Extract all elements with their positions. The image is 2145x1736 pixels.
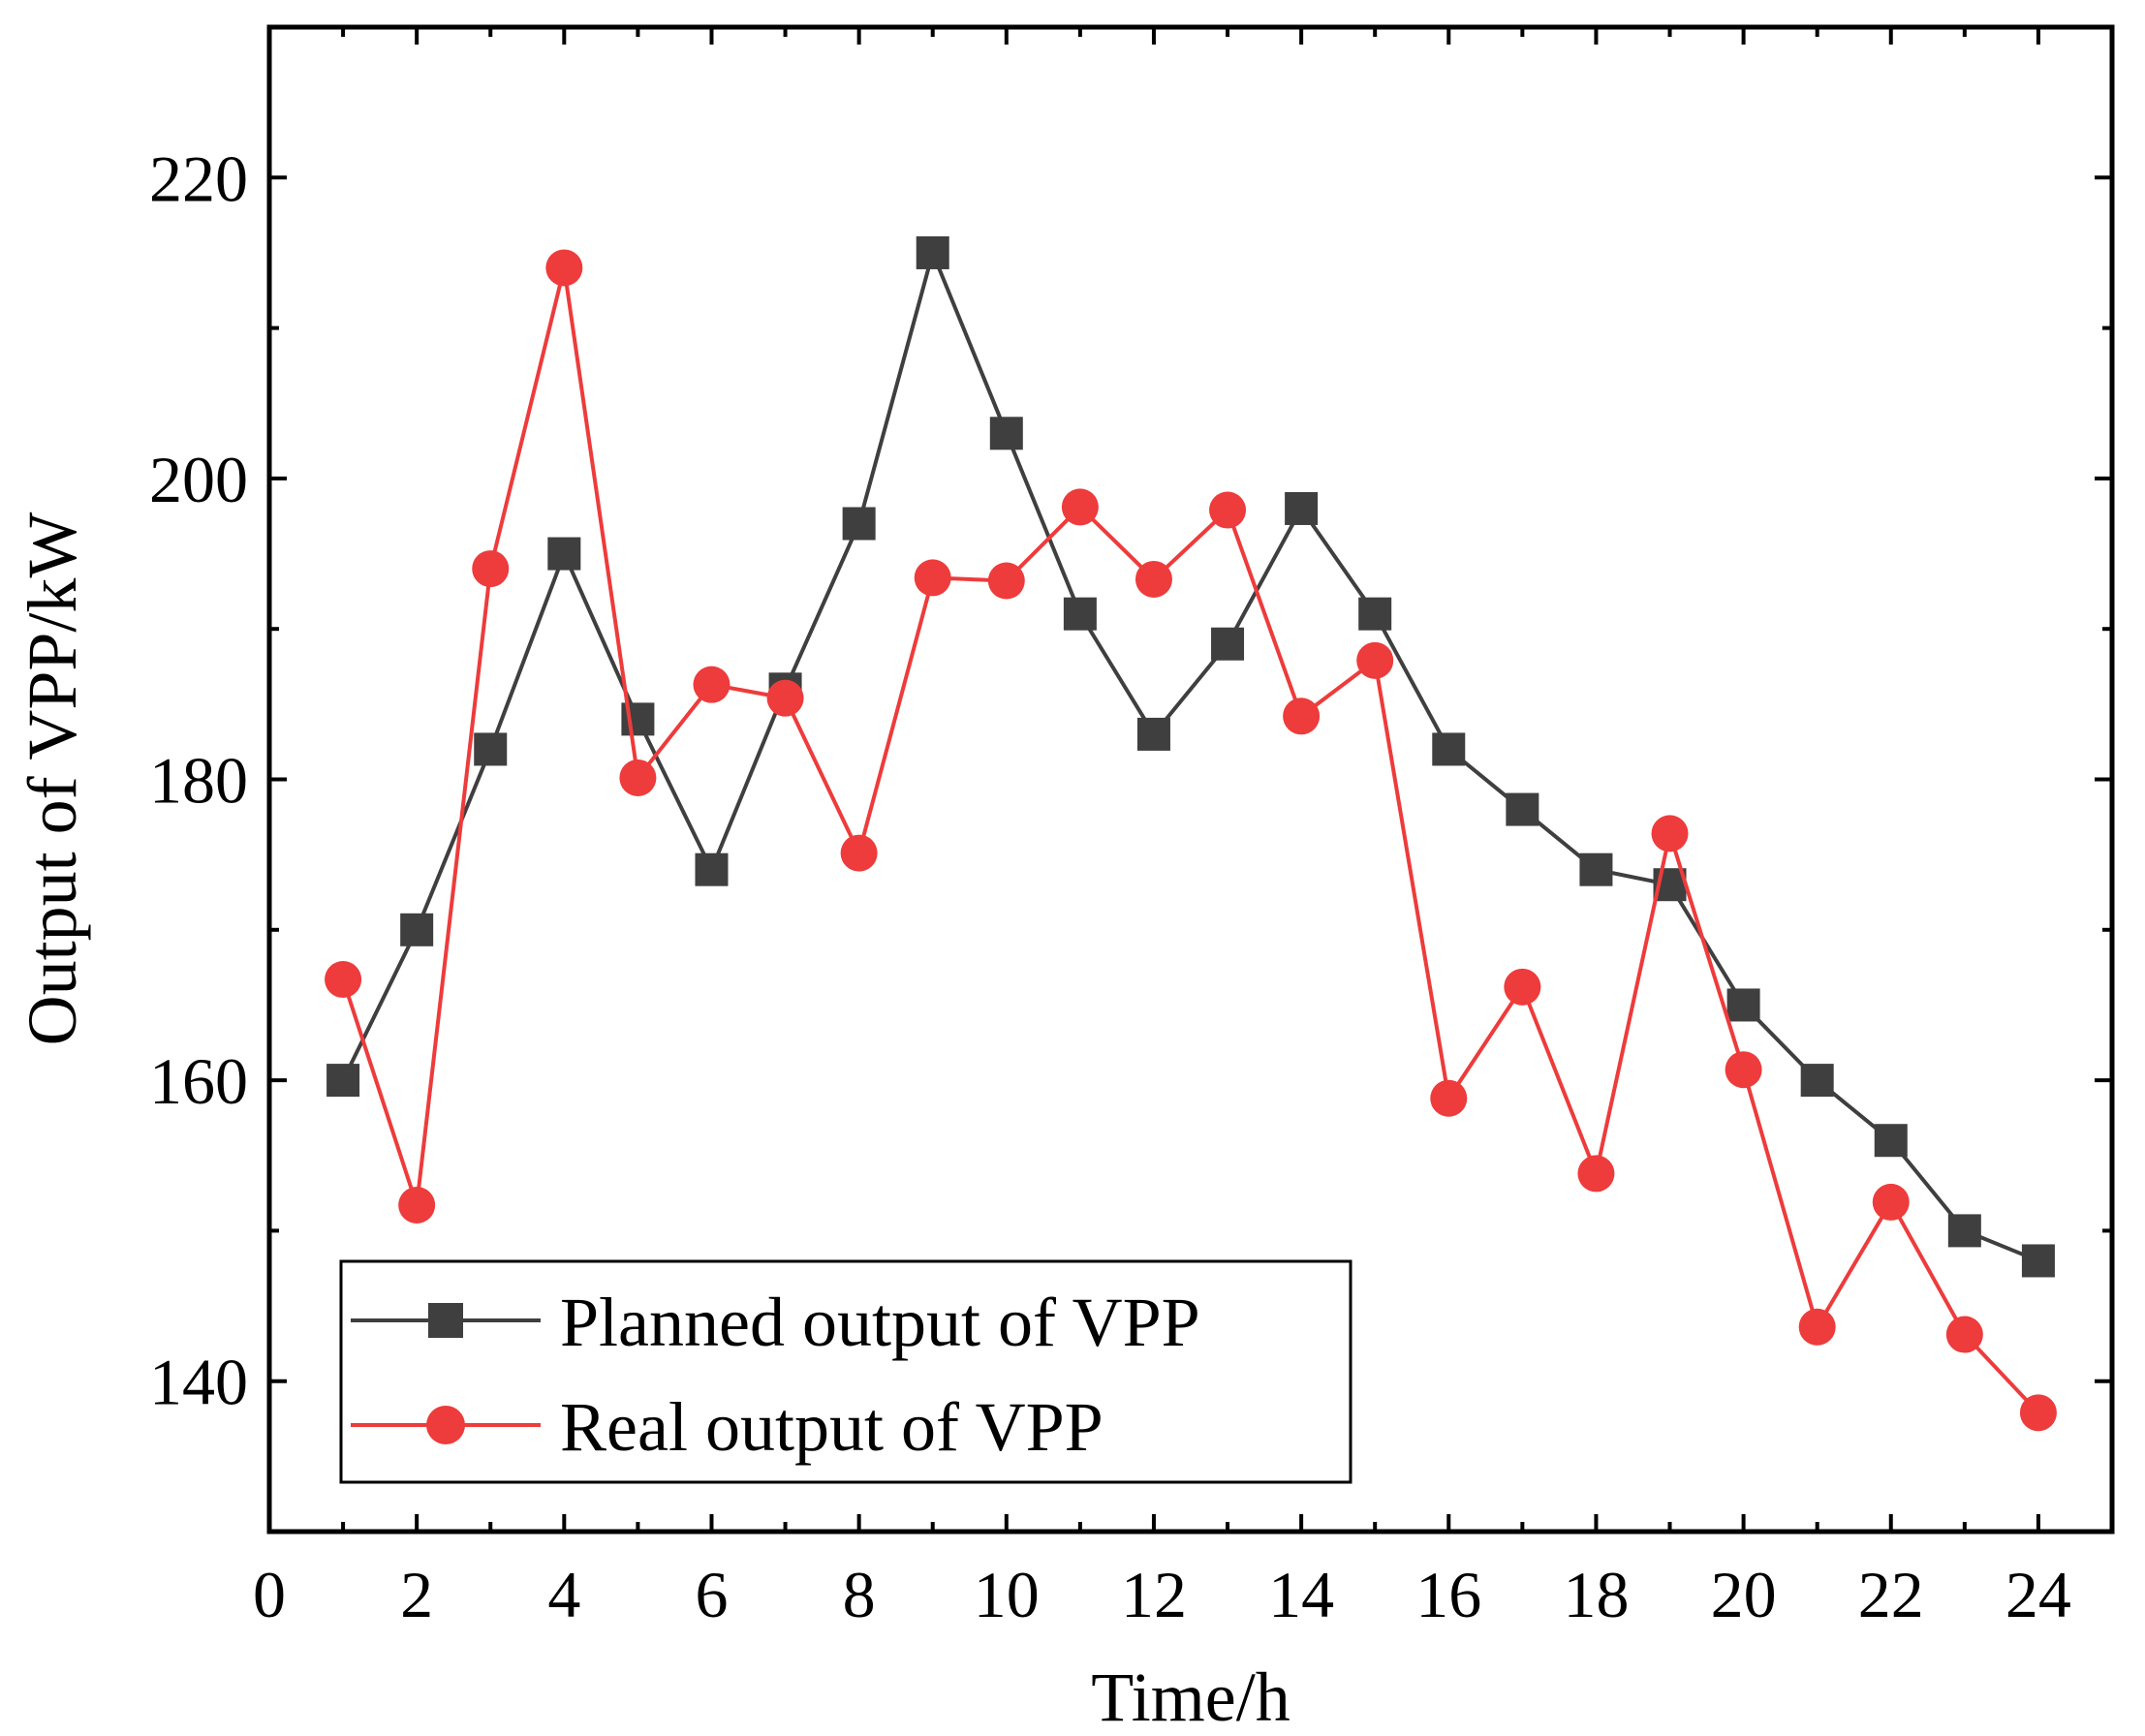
data-point-real — [325, 961, 362, 999]
y-tick-label: 220 — [149, 141, 248, 215]
data-point-planned — [547, 537, 581, 571]
data-point-real — [840, 834, 878, 872]
data-point-real — [1061, 488, 1099, 526]
data-point-planned — [1358, 597, 1392, 631]
y-tick-label: 200 — [149, 443, 248, 516]
x-tick-label: 22 — [1858, 1558, 1924, 1631]
x-tick-label: 14 — [1268, 1558, 1334, 1631]
data-point-real — [1945, 1316, 1983, 1353]
data-point-planned — [842, 507, 876, 541]
data-point-planned — [1211, 627, 1245, 661]
axis-ticks — [267, 27, 2112, 1532]
data-point-planned — [1136, 717, 1170, 751]
data-point-real — [1504, 968, 1541, 1006]
series-line-real — [341, 265, 2040, 1414]
data-point-real — [472, 550, 510, 588]
series-line-planned — [341, 250, 2039, 1263]
data-point-real — [1798, 1308, 1836, 1346]
data-point-real — [1430, 1079, 1468, 1117]
data-point-planned — [989, 417, 1023, 450]
legend-label-planned: Planned output of VPP — [560, 1284, 1200, 1361]
x-tick-label: 6 — [695, 1558, 728, 1631]
data-point-real — [1135, 560, 1172, 598]
data-point-real — [914, 559, 951, 597]
data-point-real — [545, 249, 583, 287]
y-tick-labels: 140 160 180 200 220 — [149, 141, 248, 1418]
data-point-planned — [1874, 1124, 1908, 1158]
legend-label-real: Real output of VPP — [560, 1388, 1104, 1466]
x-tick-label: 20 — [1711, 1558, 1777, 1631]
x-tick-label: 16 — [1415, 1558, 1481, 1631]
x-axis-title: Time/h — [1091, 1658, 1290, 1736]
y-tick-label: 140 — [149, 1346, 248, 1419]
data-point-real — [398, 1186, 436, 1224]
x-tick-label: 12 — [1121, 1558, 1187, 1631]
data-point-planned — [916, 235, 949, 269]
data-point-planned — [1285, 491, 1319, 525]
data-point-planned — [1947, 1214, 1981, 1248]
data-point-real — [619, 759, 657, 796]
data-point-planned — [1506, 792, 1539, 826]
series-layer — [325, 235, 2057, 1432]
data-point-real — [766, 679, 804, 717]
x-tick-label: 24 — [2005, 1558, 2071, 1631]
x-tick-label: 4 — [547, 1558, 580, 1631]
legend: Planned output of VPP Real output of VPP — [339, 1259, 1352, 1484]
x-tick-label: 0 — [253, 1558, 286, 1631]
data-point-planned — [1432, 732, 1466, 766]
data-point-real — [1725, 1051, 1762, 1089]
x-tick-label: 18 — [1563, 1558, 1629, 1631]
x-tick-label: 2 — [400, 1558, 433, 1631]
data-point-real — [693, 666, 731, 703]
data-point-planned — [1800, 1064, 1834, 1098]
data-point-real — [1283, 698, 1321, 735]
data-point-real — [1872, 1183, 1910, 1221]
x-tick-label: 8 — [843, 1558, 876, 1631]
data-point-planned — [1726, 988, 1760, 1022]
data-point-real — [1651, 815, 1689, 852]
legend-marker-real — [426, 1406, 465, 1444]
data-point-real — [987, 562, 1025, 600]
data-point-planned — [474, 732, 508, 766]
y-axis-title: Output of VPP/kW — [14, 512, 91, 1046]
data-point-real — [1209, 491, 1247, 529]
data-point-real — [1356, 641, 1394, 679]
y-tick-label: 180 — [149, 744, 248, 818]
data-point-planned — [400, 913, 434, 946]
data-point-planned — [1063, 597, 1097, 631]
data-point-planned — [695, 852, 729, 886]
x-tick-label: 10 — [974, 1558, 1040, 1631]
data-point-planned — [2021, 1244, 2055, 1278]
data-point-real — [1577, 1155, 1615, 1193]
legend-marker-planned — [428, 1303, 463, 1338]
legend-box — [339, 1259, 1352, 1484]
data-point-real — [2019, 1394, 2057, 1432]
data-point-planned — [326, 1064, 360, 1098]
y-tick-label: 160 — [149, 1044, 248, 1118]
data-point-planned — [1579, 852, 1613, 886]
x-tick-labels: 0 2 4 6 8 10 12 14 16 18 20 22 24 — [253, 1558, 2071, 1631]
